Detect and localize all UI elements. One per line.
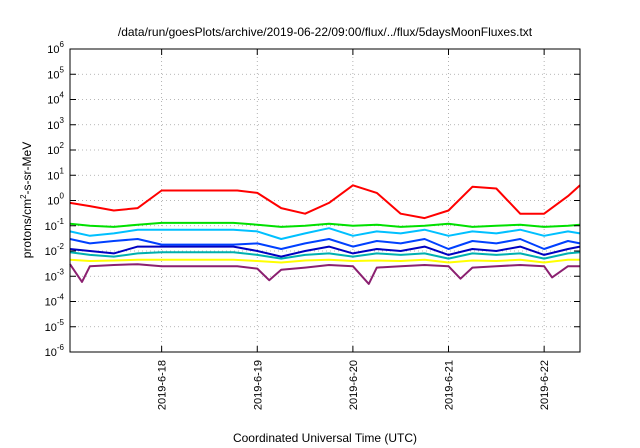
y-tick-label: 101: [47, 166, 64, 182]
y-tick-label: 10-4: [45, 293, 65, 309]
y-tick-label: 10-6: [45, 343, 65, 359]
x-tick-label: 2019-6-19: [252, 360, 264, 410]
series-line-2: [69, 221, 581, 228]
y-tick-label: 105: [47, 65, 64, 81]
y-tick-label: 10-3: [45, 267, 65, 283]
series-line-5: [69, 245, 581, 258]
x-axis-ticks: 2019-6-18 2019-6-19 2019-6-20 2019-6-21 2019…: [157, 49, 551, 410]
y-tick-label: 10-2: [45, 242, 65, 258]
x-tick-label: 2019-6-22: [539, 360, 551, 410]
series-line-8: [69, 263, 580, 285]
y-tick-label: 10-5: [45, 318, 65, 334]
y-axis-label: protons/cm2-s-sr-MeV: [19, 142, 34, 258]
y-tick-label: 102: [47, 141, 64, 157]
chart-title: /data/run/goesPlots/archive/2019-06-22/0…: [118, 25, 533, 39]
x-tick-label: 2019-6-21: [444, 360, 456, 410]
series-line-6: [69, 251, 581, 260]
y-tick-label: 103: [47, 116, 64, 132]
x-axis-label: Coordinated Universal Time (UTC): [233, 431, 417, 445]
y-axis-ticks: 10-6 10-5 10-4 10-3 10-2 10-1 100 101 102 103 104 1…: [45, 40, 580, 359]
series-line-1: [69, 184, 581, 220]
series-lines: [69, 184, 581, 285]
series-line-7: [69, 258, 580, 264]
series-line-3: [69, 227, 581, 240]
y-tick-label: 100: [47, 192, 64, 208]
y-tick-label: 104: [47, 91, 64, 107]
series-line-4: [69, 238, 581, 250]
y-tick-label: 10-1: [45, 217, 65, 233]
y-tick-label: 106: [47, 40, 64, 56]
x-tick-label: 2019-6-20: [348, 360, 360, 410]
x-tick-label: 2019-6-18: [157, 360, 169, 410]
